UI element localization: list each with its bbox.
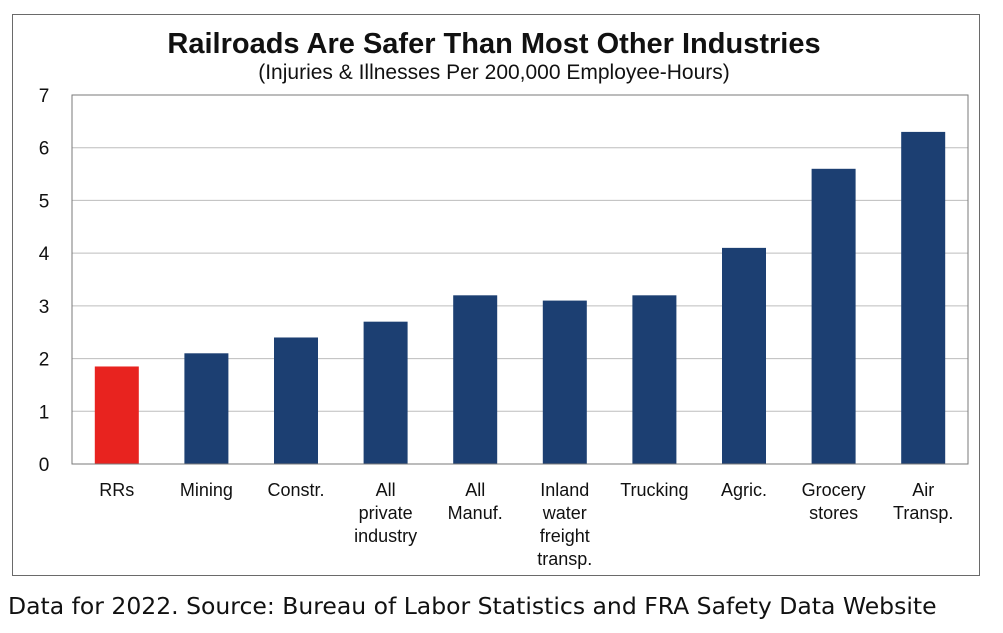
chart-subtitle: (Injuries & Illnesses Per 200,000 Employ… <box>258 61 730 84</box>
x-tick-label: Grocery <box>802 480 866 500</box>
x-tick-label: RRs <box>99 480 134 500</box>
y-tick-label: 7 <box>39 86 50 107</box>
bar <box>722 247 766 464</box>
bar <box>811 168 856 465</box>
x-tick-label: Constr. <box>267 480 324 500</box>
bar <box>274 337 318 464</box>
x-tick-label: All <box>465 480 485 500</box>
bar <box>184 353 229 464</box>
plot-area-border <box>71 94 969 465</box>
y-tick-label: 6 <box>39 139 50 160</box>
x-tick-label: Air <box>912 480 934 500</box>
x-axis-ticks: RRs Mining Constr. All private industry All Man… <box>99 480 953 569</box>
x-tick-label: Transp. <box>893 503 953 523</box>
y-axis-ticks: 0 1 2 3 4 5 6 7 <box>39 86 50 476</box>
x-tick-label: industry <box>354 526 417 546</box>
y-tick-label: 0 <box>39 455 50 476</box>
x-tick-label: Mining <box>180 480 233 500</box>
bar-chart: Railroads Are Safer Than Most Other Indu… <box>39 28 969 569</box>
source-footnote: Data for 2022. Source: Bureau of Labor S… <box>8 592 937 620</box>
y-tick-label: 5 <box>39 191 50 212</box>
bar <box>94 366 139 464</box>
chart-frame: Railroads Are Safer Than Most Other Indu… <box>12 14 980 576</box>
x-tick-label: private <box>359 503 413 523</box>
y-tick-label: 2 <box>39 350 50 371</box>
y-tick-label: 3 <box>39 297 50 318</box>
bar <box>901 131 946 464</box>
bar <box>542 300 587 464</box>
bar <box>453 295 498 464</box>
bars <box>94 131 946 465</box>
x-tick-label: water <box>542 503 587 523</box>
chart-title: Railroads Are Safer Than Most Other Indu… <box>167 28 820 60</box>
x-tick-label: Agric. <box>721 480 767 500</box>
bar <box>363 321 408 464</box>
x-tick-label: All <box>376 480 396 500</box>
y-tick-label: 1 <box>39 402 50 423</box>
bar <box>632 295 677 464</box>
x-tick-label: Inland <box>540 480 589 500</box>
x-tick-label: Manuf. <box>448 503 503 523</box>
y-tick-label: 4 <box>39 244 50 265</box>
x-tick-label: freight <box>540 526 590 546</box>
x-tick-label: stores <box>809 503 858 523</box>
x-tick-label: Trucking <box>620 480 688 500</box>
x-tick-label: transp. <box>537 549 592 569</box>
